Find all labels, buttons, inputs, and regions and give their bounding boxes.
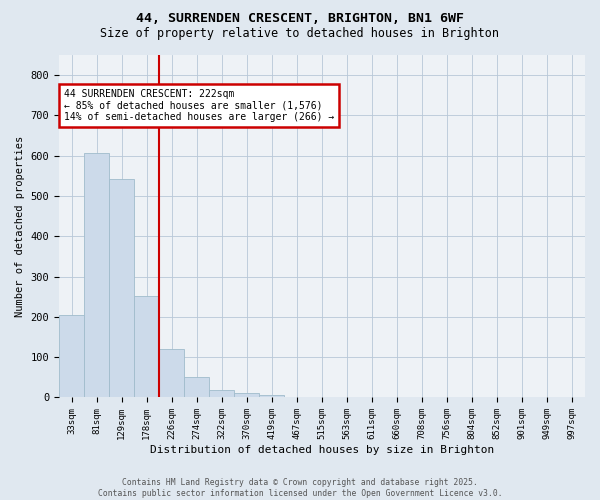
- Bar: [109, 180, 134, 398]
- Bar: [159, 349, 184, 398]
- Text: 44 SURRENDEN CRESCENT: 222sqm
← 85% of detached houses are smaller (1,576)
14% o: 44 SURRENDEN CRESCENT: 222sqm ← 85% of d…: [64, 89, 335, 122]
- Y-axis label: Number of detached properties: Number of detached properties: [15, 136, 25, 317]
- Bar: [209, 390, 235, 398]
- Bar: [59, 316, 84, 398]
- Text: Contains HM Land Registry data © Crown copyright and database right 2025.
Contai: Contains HM Land Registry data © Crown c…: [98, 478, 502, 498]
- Text: Size of property relative to detached houses in Brighton: Size of property relative to detached ho…: [101, 28, 499, 40]
- Bar: [134, 296, 159, 398]
- Bar: [84, 153, 109, 398]
- Bar: [259, 396, 284, 398]
- X-axis label: Distribution of detached houses by size in Brighton: Distribution of detached houses by size …: [150, 445, 494, 455]
- Text: 44, SURRENDEN CRESCENT, BRIGHTON, BN1 6WF: 44, SURRENDEN CRESCENT, BRIGHTON, BN1 6W…: [136, 12, 464, 26]
- Bar: [184, 376, 209, 398]
- Bar: [235, 394, 259, 398]
